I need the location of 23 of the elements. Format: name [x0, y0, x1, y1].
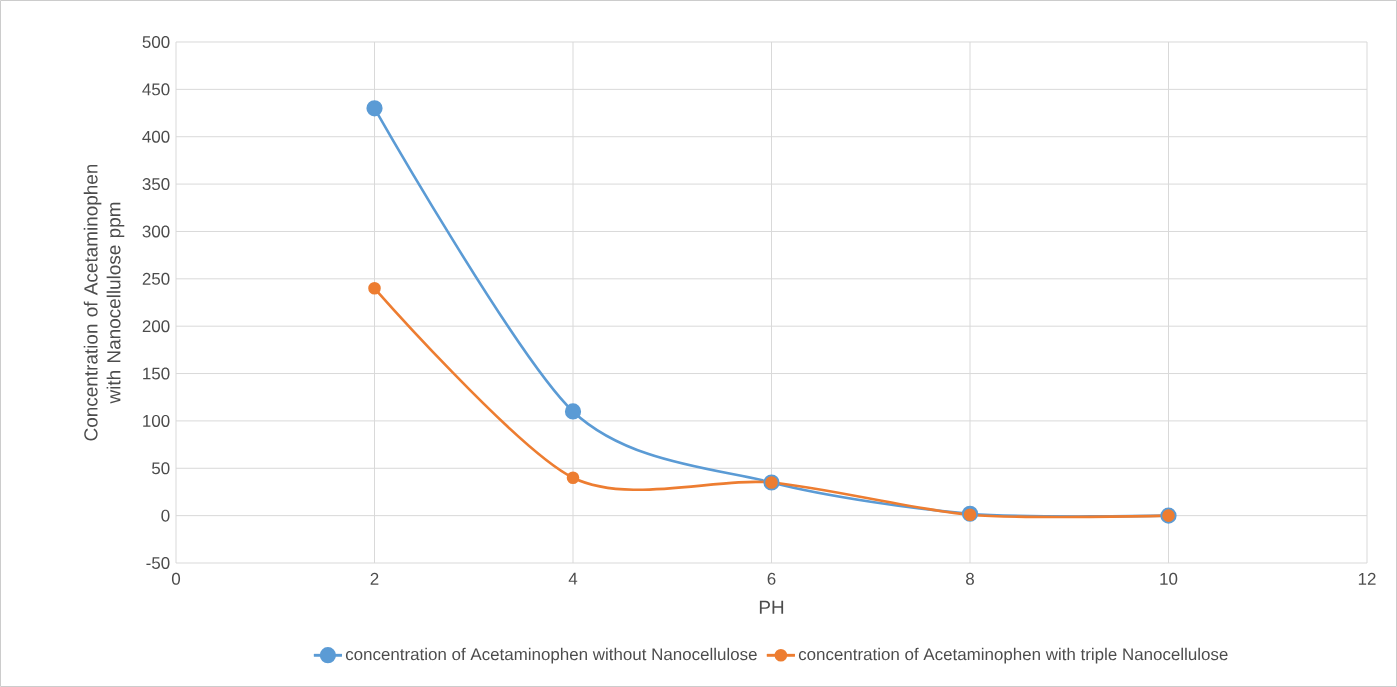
- y-tick-label: 300: [142, 225, 170, 238]
- x-tick-label: 6: [767, 572, 776, 585]
- y-tick-label: 350: [142, 178, 170, 191]
- x-tick-label: 0: [171, 572, 181, 585]
- y-tick-label: 0: [161, 509, 170, 522]
- y-tick-label: 450: [142, 83, 170, 96]
- x-tick-label: 10: [1160, 572, 1178, 585]
- y-tick-label: 400: [142, 130, 170, 143]
- y-tick-label: 200: [142, 320, 170, 333]
- y-tick-label: 50: [151, 462, 170, 475]
- legend-label: concentration of Acetaminophen without Nanocellulose: [345, 647, 757, 664]
- y-tick-label: 250: [142, 272, 170, 285]
- x-tick-label: 4: [568, 572, 578, 585]
- y-tick-label: 500: [142, 36, 170, 48]
- x-tick-label: 8: [966, 572, 974, 585]
- x-tick-label: 12: [1358, 572, 1376, 585]
- legend-label: concentration of Acetaminophen with triple Nanocellulose: [798, 647, 1228, 664]
- y-tick-label: 150: [143, 367, 170, 380]
- y-tick-label: -50: [146, 557, 170, 569]
- y-tick-label: 100: [143, 414, 170, 427]
- y-axis-title: Concentration of Acetaminophen with Nanocellulose ppm: [83, 164, 125, 441]
- x-tick-label: 2: [370, 572, 379, 585]
- x-axis-title: PH: [759, 600, 784, 614]
